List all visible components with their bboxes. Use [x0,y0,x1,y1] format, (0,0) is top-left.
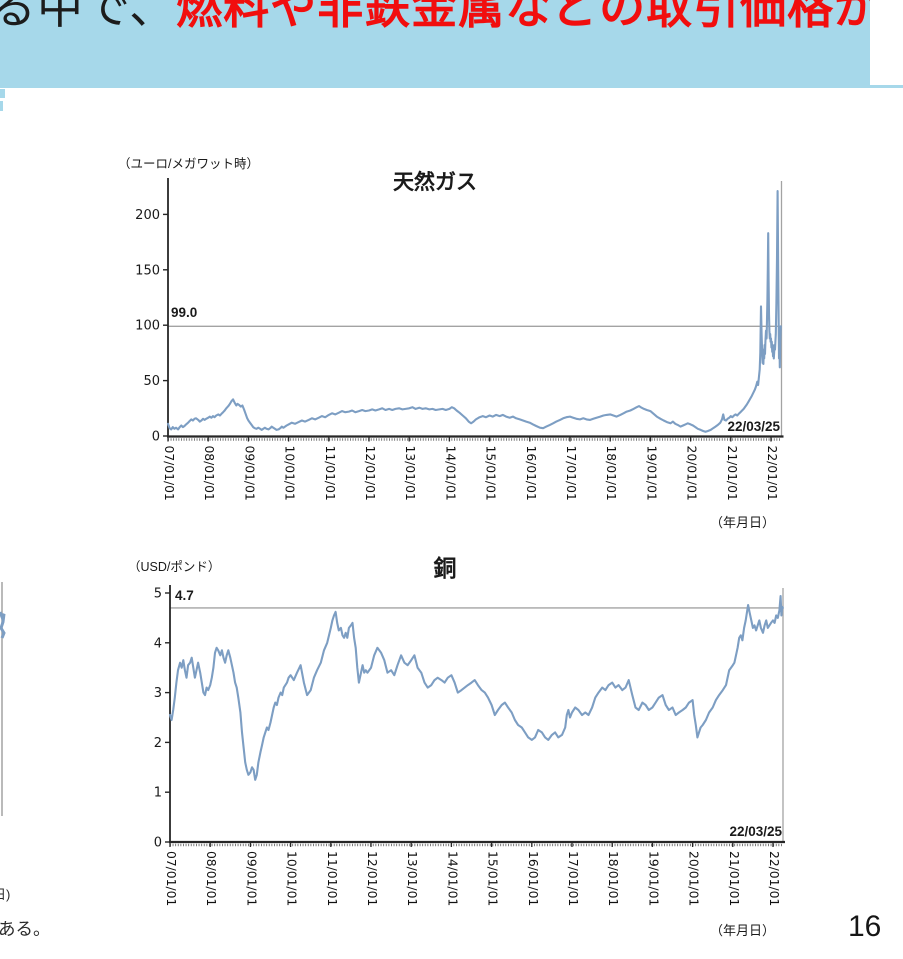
gas-x-tick-label: 14/01/01 [443,446,457,501]
header-text-black: る中で、 [0,0,177,33]
copper-xaxis-caption: （年月日） [710,923,776,938]
gas-chart: 0 50 100 150 200 07/01/01 08/01/01 09/01/01 10/0… [135,178,784,501]
gas-x-tick-label: 11/01/01 [323,446,337,501]
header-text-red-highlight: 燃料や非鉄金属などの取引価格が上昇傾向 [176,0,870,33]
copper-x-tick-label: 16/01/01 [526,851,540,906]
copper-x-tick-label: 14/01/01 [445,851,459,906]
copper-x-tick-label: 08/01/01 [204,851,218,906]
copper-x-tick-label: 13/01/01 [405,851,419,906]
copper-chart-title: 銅 [433,555,457,581]
banner-fragment [0,101,3,111]
cropped-sentence-fragment: ある。 [0,919,51,939]
cropped-date-fragment: 日) [0,887,11,902]
gas-xaxis-caption: （年月日） [710,515,776,530]
gas-chart-title: 天然ガス [393,171,477,194]
page-number: 16 [848,910,882,943]
gas-x-tick-label: 21/01/01 [725,446,739,501]
gas-y-tick-label: 200 [135,208,160,223]
gas-y-tick-label: 0 [152,430,160,445]
gas-x-tick-label: 07/01/01 [162,446,176,501]
copper-y-tick-label: 5 [154,587,162,602]
gas-x-tick-label: 12/01/01 [363,446,377,501]
copper-chart: 0 1 2 3 4 5 07/01/01 08/01/01 09/01/01 10/01/01 11… [154,585,785,906]
copper-unit-label: （USD/ポンド） [128,560,221,574]
gas-ref-line-label: 99.0 [171,305,198,320]
copper-x-tick-label: 22/01/01 [767,851,781,906]
copper-x-tick-label: 21/01/01 [727,851,741,906]
gas-x-tick-label: 13/01/01 [403,446,417,501]
gas-x-tick-label: 15/01/01 [484,446,498,501]
gas-x-tick-label: 16/01/01 [524,446,538,501]
gas-y-tick-label: 150 [135,263,160,278]
banner-fragment [0,89,5,98]
gas-x-tick-label: 09/01/01 [242,446,256,501]
gas-end-date-label: 22/03/25 [727,419,780,434]
copper-x-tick-label: 15/01/01 [486,851,500,906]
cropped-chart-line-fragment [0,611,6,639]
gas-unit-label: （ユーロ/メガワット時） [118,157,259,171]
copper-x-tick-label: 17/01/01 [566,851,580,906]
gas-y-tick-label: 50 [143,374,160,389]
copper-x-tick-label: 20/01/01 [687,851,701,906]
copper-end-date-label: 22/03/25 [729,824,782,839]
copper-y-tick-label: 4 [154,636,162,651]
copper-x-tick-label: 12/01/01 [365,851,379,906]
gas-x-tick-label: 18/01/01 [604,446,618,501]
gas-x-tick-label: 22/01/01 [765,446,779,501]
copper-price-line [168,594,784,781]
gas-x-tick-label: 19/01/01 [644,446,658,501]
copper-y-tick-label: 0 [154,836,162,851]
copper-x-tick-label: 10/01/01 [285,851,299,906]
copper-x-tick-label: 11/01/01 [325,851,339,906]
gas-x-tick-label: 17/01/01 [564,446,578,501]
copper-ref-line-label: 4.7 [175,588,194,603]
banner-bottom-strip [0,85,903,88]
gas-x-tick-label: 10/01/01 [283,446,297,501]
header-banner: る中で、燃料や非鉄金属などの取引価格が上昇傾向 [0,0,870,85]
gas-x-tick-label: 08/01/01 [202,446,216,501]
gas-price-line [166,190,782,433]
copper-y-tick-label: 3 [154,686,162,701]
cropped-paren-fragment: ） [0,513,7,533]
header-text: る中で、燃料や非鉄金属などの取引価格が上昇傾向 [0,0,870,35]
copper-x-tick-label: 07/01/01 [164,851,178,906]
gas-y-tick-label: 100 [135,319,160,334]
gas-x-tick-label: 20/01/01 [685,446,699,501]
copper-y-tick-label: 2 [154,736,162,751]
copper-x-tick-label: 18/01/01 [606,851,620,906]
copper-y-tick-label: 1 [154,786,162,801]
copper-x-tick-label: 09/01/01 [244,851,258,906]
copper-x-tick-label: 19/01/01 [646,851,660,906]
